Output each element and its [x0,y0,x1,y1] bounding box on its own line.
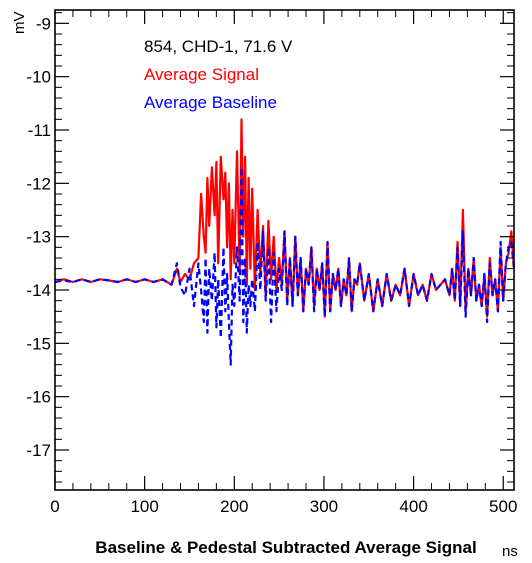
x-axis: 0 100 200 300 400 500 [50,10,517,516]
y-tick-label: -15 [26,334,51,353]
x-tick-label: 400 [399,497,427,516]
y-tick-label: -14 [26,281,51,300]
y-tick-label: -12 [26,174,51,193]
x-tick-label: 500 [489,497,517,516]
y-tick-label: -11 [28,121,51,140]
y-tick-label: -16 [26,388,51,407]
series-average-signal-line [54,118,516,318]
x-axis-label: ns [502,543,518,560]
x-tick-label: 100 [130,497,158,516]
y-axis-label: mV [11,12,28,35]
plot-frame [54,9,515,491]
x-tick-label: 200 [220,497,248,516]
legend-entry-signal: Average Signal [144,65,259,84]
legend: 854, CHD-1, 71.6 V Average Signal Averag… [144,37,293,112]
x-tick-label: 300 [310,497,338,516]
legend-header: 854, CHD-1, 71.6 V [144,37,293,56]
x-tick-label: 0 [50,497,59,516]
y-tick-label: -10 [26,68,51,87]
legend-entry-baseline: Average Baseline [144,93,277,112]
y-tick-label: -13 [26,228,51,247]
series-curves [54,118,516,366]
series-average-baseline-line [54,166,516,366]
y-tick-label: -17 [26,441,51,460]
y-axis: -17 -16 -15 -14 -13 -12 -11 -10 -9 [26,12,514,483]
chart-title: Baseline & Pedestal Subtracted Average S… [95,538,477,557]
y-tick-label: -9 [36,14,51,33]
